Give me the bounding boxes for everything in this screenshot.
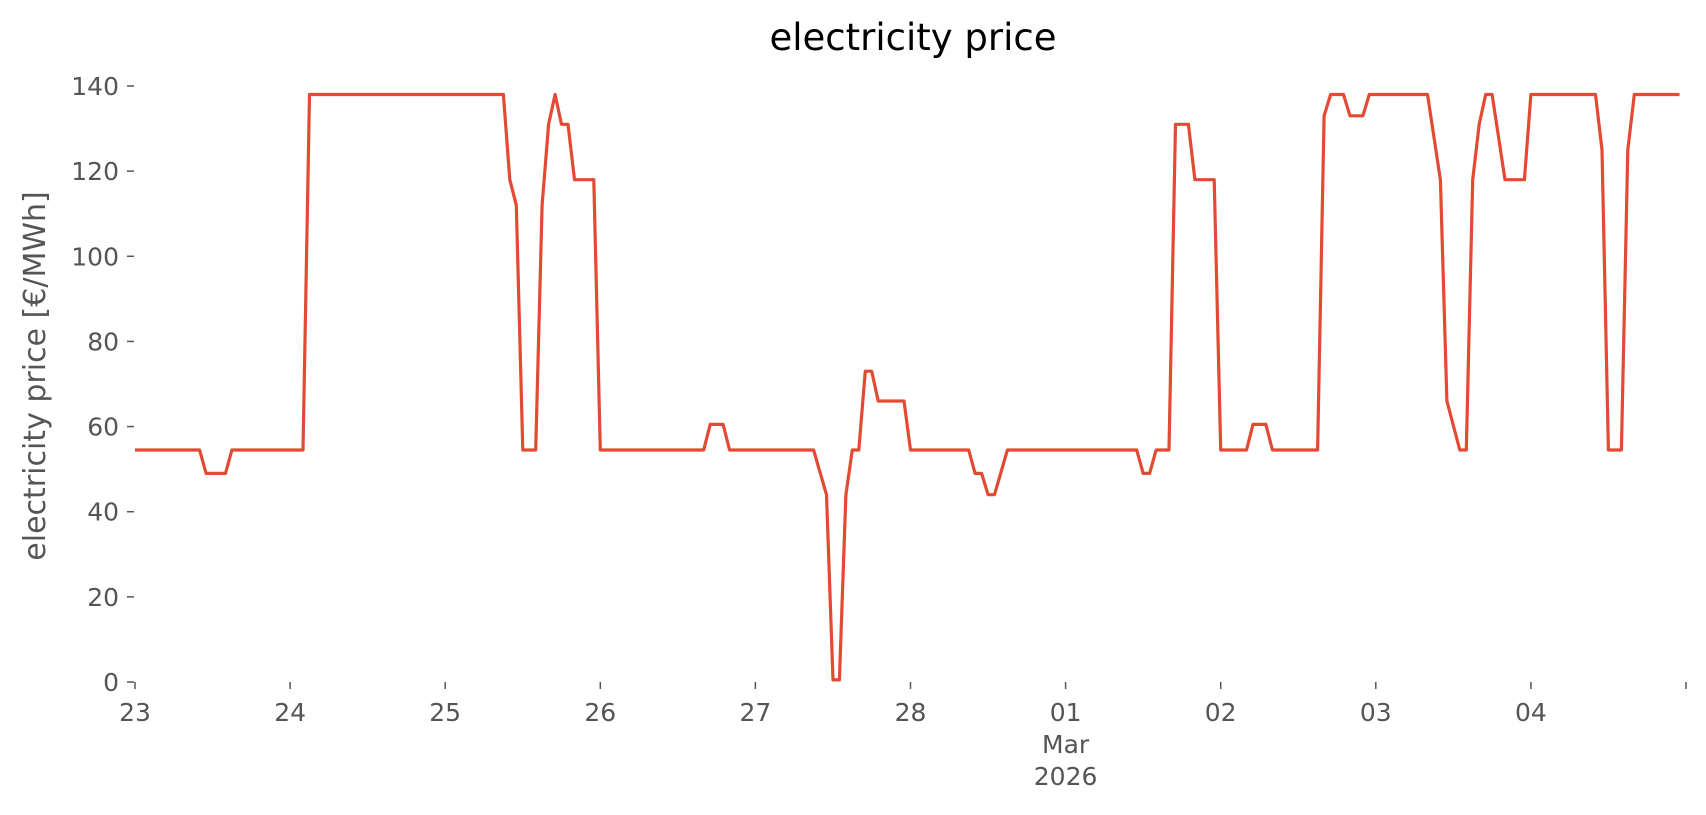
y-tick-label: 140 bbox=[71, 72, 119, 101]
y-tick-label: 120 bbox=[71, 157, 119, 186]
x-tick-label: 03 bbox=[1360, 698, 1392, 727]
x-tick-label: 28 bbox=[895, 698, 927, 727]
x-tick-label: 02 bbox=[1205, 698, 1237, 727]
x-tick-label: 24 bbox=[274, 698, 306, 727]
y-tick-label: 80 bbox=[87, 327, 119, 356]
x-tick-label: 27 bbox=[739, 698, 771, 727]
y-tick-label: 100 bbox=[71, 242, 119, 271]
y-tick-label: 20 bbox=[87, 583, 119, 612]
plot-series bbox=[135, 92, 1680, 682]
x-tick-label: 01 bbox=[1050, 698, 1082, 727]
x-tick-label: 04 bbox=[1515, 698, 1547, 727]
price-series-line bbox=[135, 92, 1680, 682]
x-axis: 23 24 25 26 27 28 01 Mar 2026 02 03 04 bbox=[119, 682, 1687, 791]
x-tick-label: 23 bbox=[119, 698, 151, 727]
x-tick-label: 26 bbox=[584, 698, 616, 727]
y-axis: 0 20 40 60 80 100 120 140 bbox=[71, 72, 134, 697]
y-axis-label: electricity price [€/MWh] bbox=[18, 191, 53, 560]
y-tick-label: 60 bbox=[87, 413, 119, 442]
chart-title: electricity price bbox=[769, 16, 1056, 59]
x-tick-sublabel: 2026 bbox=[1034, 762, 1098, 791]
y-tick-label: 40 bbox=[87, 498, 119, 527]
x-tick-label: 25 bbox=[429, 698, 461, 727]
y-tick-label: 0 bbox=[103, 668, 119, 697]
x-tick-sublabel: Mar bbox=[1042, 730, 1090, 759]
